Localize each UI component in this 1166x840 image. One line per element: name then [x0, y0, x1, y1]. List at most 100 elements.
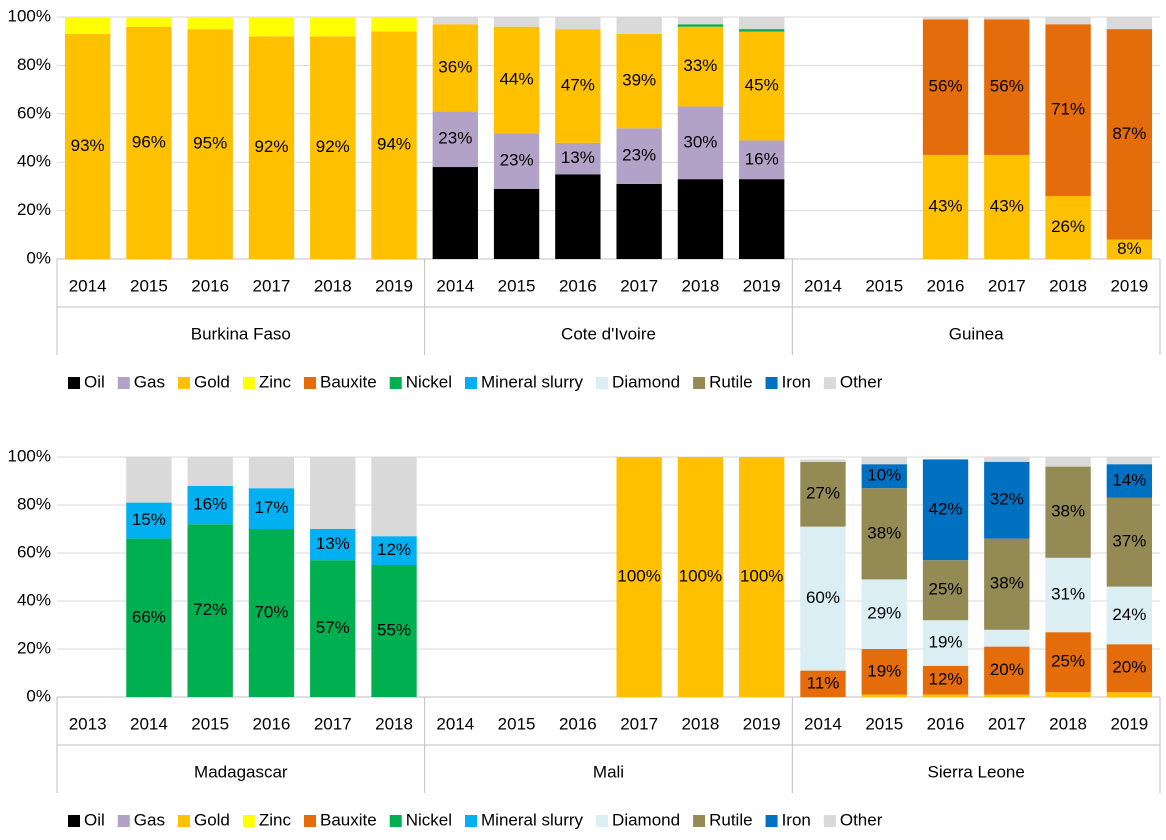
data-label: 12% [377, 540, 411, 559]
data-label: 35% [561, 206, 595, 225]
x-tick-label: 2019 [743, 714, 781, 733]
x-tick-label: 2015 [191, 714, 229, 733]
x-tick-label: 2017 [314, 714, 352, 733]
data-label: 29% [500, 213, 534, 232]
x-tick-label: 2014 [69, 276, 107, 295]
bar-segment [555, 29, 601, 143]
bar-segment [371, 536, 417, 565]
bar-segment [187, 457, 233, 486]
bar-segment [126, 17, 172, 27]
data-label: 13% [316, 534, 350, 553]
bar-segment [677, 17, 724, 25]
x-tick-label: 2015 [130, 276, 168, 295]
x-tick-label: 2019 [1110, 714, 1148, 733]
bar-segment [248, 529, 295, 697]
bar-segment [1106, 644, 1153, 693]
bar-segment [310, 529, 356, 561]
data-label: 56% [990, 77, 1024, 96]
data-label: 37% [1112, 532, 1146, 551]
bar-segment [739, 31, 785, 141]
x-tick-label: 2016 [927, 276, 965, 295]
bar-segment [616, 183, 662, 259]
data-label: 30% [683, 132, 717, 151]
bar-segment [493, 17, 540, 27]
data-label: 32% [990, 490, 1024, 509]
bar-segment [616, 33, 662, 129]
legend-swatch [117, 815, 130, 827]
legend-swatch [68, 815, 80, 827]
data-label: 10% [867, 466, 901, 485]
bar-segment [187, 524, 233, 697]
bar-segment [984, 646, 1030, 695]
bar-segment [1045, 24, 1091, 197]
bar-segment [1106, 457, 1153, 465]
data-label: 38% [438, 203, 472, 222]
bar-segment [861, 694, 907, 697]
data-label: 39% [622, 71, 656, 90]
data-label: 11% [807, 673, 840, 692]
x-tick-label: 2015 [865, 714, 903, 733]
bar-segment [1045, 632, 1091, 693]
legend-label: Oil [84, 372, 105, 391]
legend-swatch [693, 377, 706, 389]
legend-label: Bauxite [320, 810, 377, 829]
data-label: 72% [193, 600, 227, 619]
x-tick-label: 2014 [130, 714, 168, 733]
bar-segment [310, 17, 356, 37]
legend-swatch [465, 377, 478, 389]
bar-segment [1106, 239, 1153, 259]
legend-label: Nickel [406, 372, 452, 391]
x-tick-label: 2014 [436, 714, 474, 733]
bar-segment [616, 128, 662, 184]
bar-segment [922, 459, 969, 561]
y-tick-label: 80% [17, 55, 51, 74]
data-label: 25% [929, 580, 963, 599]
data-label: 38% [1051, 502, 1085, 521]
legend-label: Gas [134, 810, 165, 829]
data-label: 23% [500, 150, 534, 169]
bar-segment [371, 565, 417, 697]
bar-segment [984, 538, 1030, 630]
bar-segment [493, 26, 540, 134]
bar-segment [371, 31, 417, 259]
bar-segment [1045, 457, 1091, 467]
data-label: 96% [132, 132, 166, 151]
data-label: 43% [990, 196, 1024, 215]
bar-segment [493, 133, 540, 189]
data-label: 29% [867, 604, 901, 623]
bar-segment [616, 457, 662, 697]
data-label: 23% [438, 129, 472, 148]
bar-segment [677, 457, 724, 697]
data-label: 8% [1117, 239, 1142, 258]
x-tick-label: 2018 [682, 714, 720, 733]
data-label: 55% [377, 620, 411, 639]
legend-swatch [389, 815, 402, 827]
group-label: Sierra Leone [927, 762, 1024, 781]
bar-segment [922, 665, 969, 695]
bar-segment [861, 649, 907, 695]
data-label: 71% [1051, 100, 1085, 119]
data-label: 15% [132, 510, 166, 529]
x-tick-label: 2018 [1049, 276, 1087, 295]
y-tick-label: 20% [17, 638, 51, 657]
data-label: 100% [740, 566, 783, 585]
data-label: 19% [867, 661, 901, 680]
bar-segment [64, 33, 111, 259]
data-label: 33% [683, 56, 717, 75]
bar-segment [1106, 586, 1153, 645]
legend-label: Diamond [612, 810, 680, 829]
data-label: 16% [745, 149, 779, 168]
bar-segment [984, 461, 1030, 539]
bar-segment [922, 154, 969, 259]
legend-label: Rutile [709, 810, 752, 829]
bar-segment [984, 694, 1030, 697]
data-label: 66% [132, 607, 166, 626]
data-label: 94% [377, 135, 411, 154]
bar-segment [861, 579, 907, 649]
bar-segment [739, 140, 785, 180]
data-label: 57% [316, 618, 350, 637]
data-label: 56% [929, 77, 963, 96]
data-label: 26% [1051, 217, 1085, 236]
bar-segment [248, 488, 295, 529]
bar-segment [1045, 196, 1091, 259]
